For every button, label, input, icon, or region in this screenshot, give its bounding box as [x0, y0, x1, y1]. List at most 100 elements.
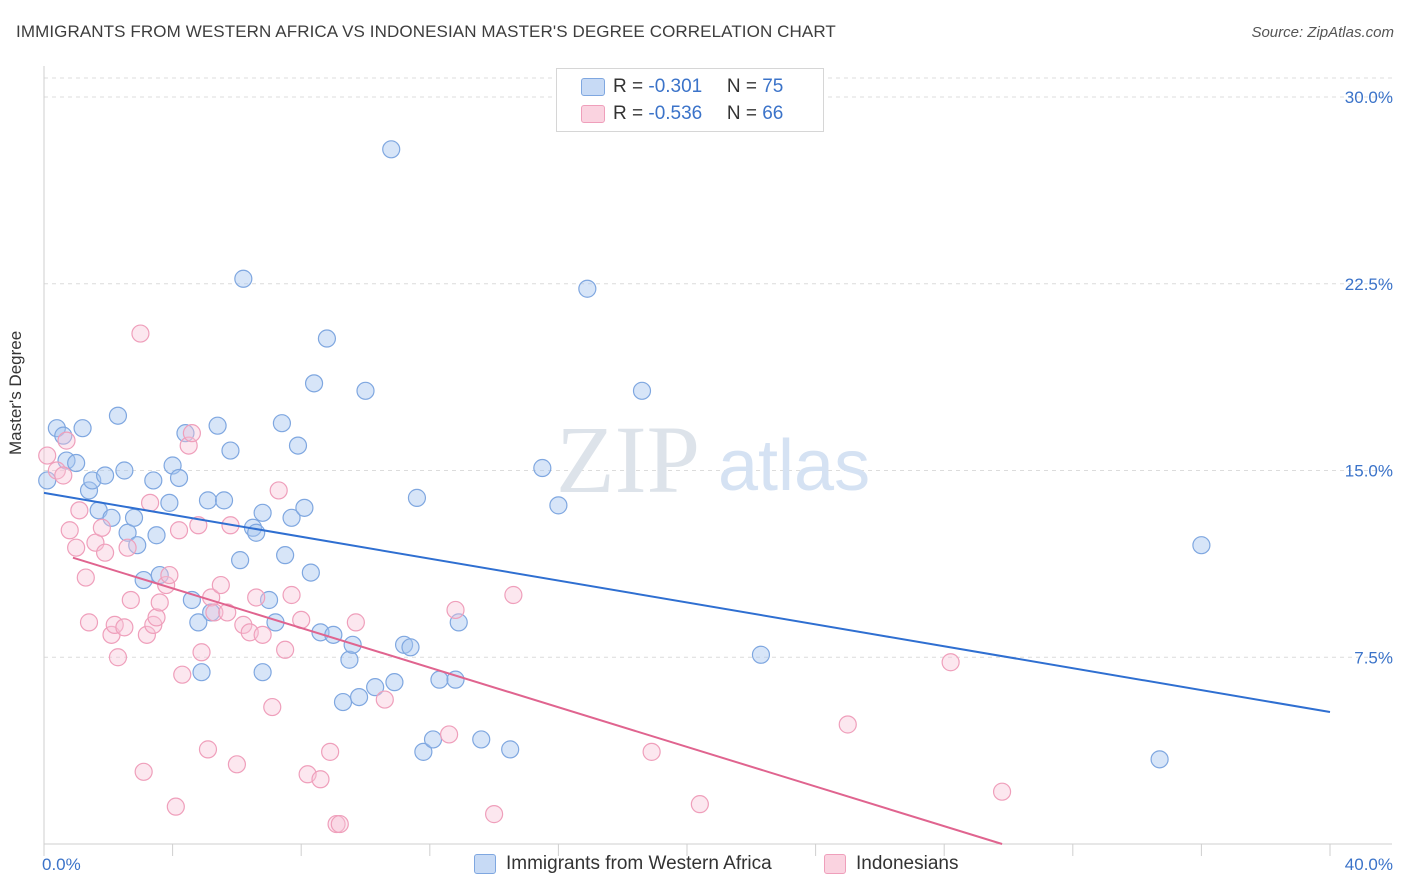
- legend-label-indonesians: Indonesians: [856, 853, 959, 874]
- data-point-western-africa: [144, 471, 163, 490]
- legend-r-value: -0.536: [648, 103, 703, 124]
- data-point-western-africa: [247, 523, 266, 542]
- data-point-indonesians: [282, 585, 301, 605]
- watermark: ZIP atlas: [556, 406, 870, 513]
- data-point-western-africa: [414, 742, 433, 761]
- data-point-indonesians: [173, 665, 192, 684]
- data-point-indonesians: [137, 625, 156, 644]
- data-point-indonesians: [134, 762, 153, 781]
- y-tick-label: 7.5%: [1354, 648, 1393, 667]
- data-point-indonesians: [211, 575, 230, 595]
- data-point-western-africa: [102, 508, 121, 527]
- data-point-indonesians: [439, 725, 459, 744]
- y-tick-label: 22.5%: [1345, 275, 1393, 294]
- legend-n-label: N =: [726, 103, 763, 124]
- x-tick-label: 40.0%: [1345, 855, 1393, 874]
- series-indonesians-points: [38, 324, 1012, 834]
- data-point-western-africa: [549, 496, 568, 515]
- data-point-western-africa: [423, 730, 443, 749]
- data-point-western-africa: [214, 491, 234, 510]
- data-point-western-africa: [95, 466, 115, 485]
- data-point-indonesians: [198, 740, 218, 759]
- data-point-indonesians: [192, 643, 211, 662]
- legend-r-label: R =: [613, 103, 649, 124]
- x-tick-label: 0.0%: [42, 855, 81, 874]
- data-point-western-africa: [272, 414, 292, 433]
- data-point-indonesians: [227, 755, 246, 774]
- data-point-western-africa: [288, 436, 308, 455]
- data-point-indonesians: [76, 568, 95, 587]
- data-point-western-africa: [295, 498, 314, 517]
- chart-title: IMMIGRANTS FROM WESTERN AFRICA VS INDONE…: [16, 22, 836, 41]
- trend-line-western-africa: [43, 491, 1331, 714]
- data-point-indonesians: [150, 593, 169, 612]
- data-point-indonesians: [276, 640, 295, 659]
- data-point-indonesians: [247, 588, 266, 607]
- trend-line-indonesians: [72, 556, 1003, 845]
- data-point-western-africa: [282, 508, 301, 527]
- trend-lines: [43, 491, 1331, 845]
- data-point-western-africa: [407, 488, 427, 507]
- data-point-indonesians: [67, 538, 86, 557]
- data-point-indonesians: [54, 466, 73, 485]
- data-point-western-africa: [1192, 536, 1211, 555]
- data-point-indonesians: [92, 518, 111, 537]
- data-point-western-africa: [401, 638, 420, 657]
- data-point-indonesians: [121, 590, 140, 610]
- data-point-western-africa: [208, 416, 227, 435]
- data-point-western-africa: [124, 508, 144, 527]
- data-point-western-africa: [1150, 750, 1169, 769]
- data-point-indonesians: [118, 538, 137, 557]
- y-tick-label: 30.0%: [1345, 88, 1393, 107]
- data-point-western-africa: [115, 461, 134, 480]
- legend-label-western-africa: Immigrants from Western Africa: [506, 853, 772, 874]
- data-point-indonesians: [205, 603, 224, 622]
- data-point-indonesians: [838, 715, 857, 734]
- data-point-western-africa: [430, 670, 449, 689]
- data-point-western-africa: [47, 419, 66, 438]
- data-point-indonesians: [941, 653, 960, 672]
- source-label: Source: ZipAtlas.com: [1251, 24, 1394, 41]
- data-point-indonesians: [346, 613, 365, 632]
- legend-item-indonesians[interactable]: Indonesians: [824, 852, 958, 876]
- data-point-indonesians: [234, 615, 253, 634]
- data-point-western-africa: [79, 481, 99, 500]
- data-point-indonesians: [108, 648, 128, 667]
- data-point-western-africa: [446, 670, 465, 689]
- data-point-indonesians: [375, 690, 394, 709]
- data-point-indonesians: [690, 795, 709, 814]
- data-point-indonesians: [311, 770, 330, 789]
- data-point-western-africa: [333, 692, 353, 712]
- data-point-indonesians: [642, 742, 661, 761]
- data-point-indonesians: [253, 625, 272, 644]
- legend-item-western-africa[interactable]: Immigrants from Western Africa: [474, 852, 772, 876]
- data-point-western-africa: [160, 493, 179, 512]
- data-point-indonesians: [321, 742, 340, 761]
- tick-labels: 7.5% 15.0% 22.5% 30.0% 0.0% 40.0%: [42, 88, 1393, 874]
- y-tick-label: 15.0%: [1345, 462, 1393, 481]
- data-point-western-africa: [301, 563, 320, 582]
- data-point-indonesians: [992, 782, 1012, 801]
- data-point-indonesians: [57, 431, 76, 450]
- data-point-western-africa: [198, 491, 218, 510]
- data-point-western-africa: [54, 426, 73, 445]
- axes: [43, 66, 1392, 856]
- data-point-western-africa: [108, 406, 128, 425]
- watermark-zip: ZIP: [556, 406, 700, 513]
- data-point-indonesians: [166, 797, 185, 816]
- data-point-western-africa: [349, 687, 369, 707]
- series-western-africa-points: [38, 140, 1211, 769]
- data-point-western-africa: [231, 551, 250, 570]
- data-point-western-africa: [533, 458, 552, 478]
- data-point-western-africa: [340, 650, 359, 669]
- data-point-indonesians: [182, 424, 201, 443]
- data-point-western-africa: [751, 645, 771, 664]
- data-point-indonesians: [169, 521, 189, 540]
- data-point-western-africa: [382, 140, 401, 159]
- legend-n-value: 66: [762, 103, 784, 124]
- data-point-western-africa: [632, 381, 652, 400]
- data-point-indonesians: [86, 533, 105, 552]
- data-point-western-africa: [501, 740, 520, 759]
- data-point-indonesians: [160, 565, 179, 585]
